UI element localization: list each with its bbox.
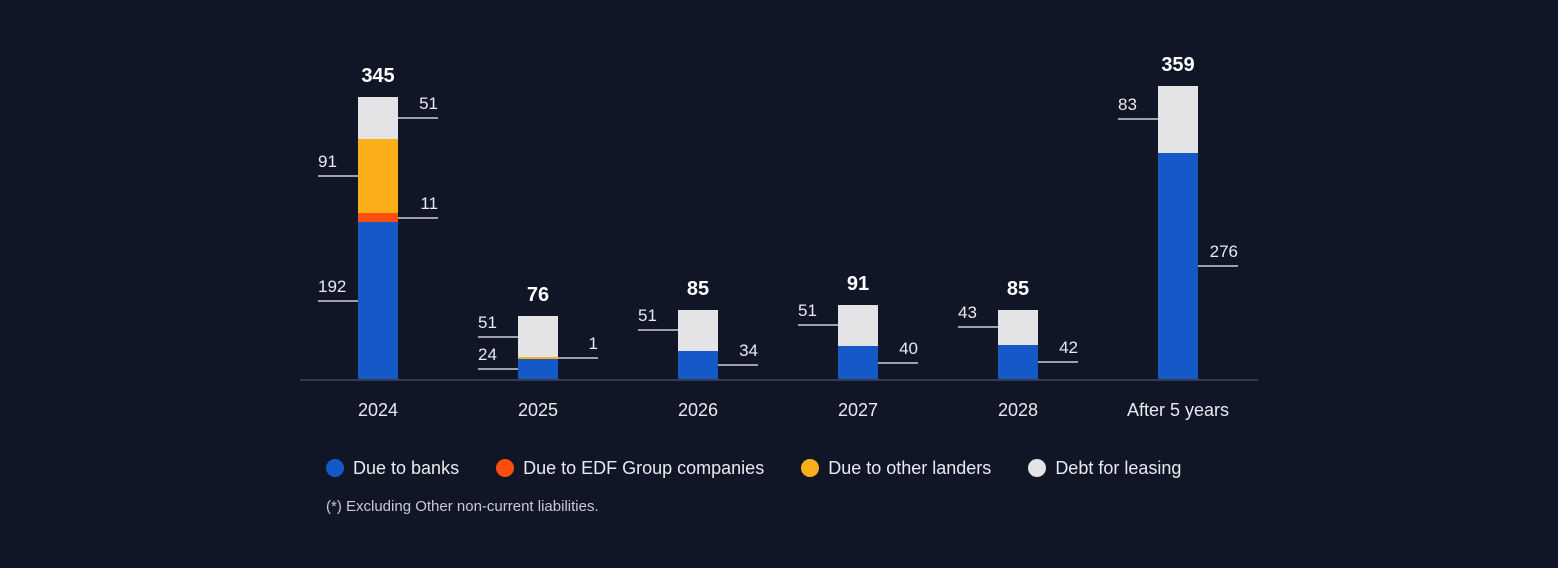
bar-segment-due-to-banks-2027 [838,346,878,379]
callout-label: 51 [798,301,817,321]
bar-segment-debt-for-leasing-2028 [998,309,1038,345]
category-label-2028: 2028 [997,400,1039,420]
callout-line [1118,118,1158,121]
total-label-2028: 85 [1006,277,1030,300]
legend-dot-due-to-other-landers-icon [801,459,820,477]
callout-line [798,324,838,327]
x-axis-line [300,379,1258,381]
legend-item-debt-for-leasing: Debt for leasing [1028,456,1181,480]
callout-line [638,329,678,332]
callout-label: 1 [588,334,598,354]
callout-label: 276 [1209,242,1238,262]
total-label-2027: 91 [846,272,870,295]
callout-label: 43 [958,303,977,323]
total-label-2025: 76 [526,283,550,306]
callout-line [478,335,518,338]
category-label-2026: 2026 [677,400,719,420]
callout-line [558,357,598,360]
legend-item-due-to-other-landers: Due to other landers [801,456,991,480]
callout-label: 51 [478,312,497,332]
callout-label: 51 [638,306,657,326]
category-label-2024: 2024 [357,400,399,420]
total-label-2024: 345 [361,65,395,87]
total-label-after-5-years: 359 [1161,53,1195,76]
bar-segment-debt-for-leasing-2024 [358,97,398,139]
bar-segment-debt-for-leasing-2026 [678,309,718,352]
callout-label: 83 [1118,95,1137,115]
total-label-2026: 85 [686,277,710,300]
bar-segment-due-to-other-landers-2024 [358,138,398,214]
callout-label: 42 [1059,337,1078,357]
category-label-2025: 2025 [517,400,559,420]
callout-line [318,299,358,302]
callout-line [1038,360,1078,363]
bar-segment-due-to-banks-2026 [678,351,718,379]
bar-segment-debt-for-leasing-2025 [518,315,558,358]
category-label-after-5-years: After 5 years [1126,400,1230,420]
callout-label: 11 [420,193,438,213]
legend-label: Due to EDF Group companies [523,458,765,478]
callout-label: 40 [899,338,918,358]
legend-dot-due-to-banks-icon [326,459,344,477]
footnote: (*) Excluding Other non-current liabilit… [326,498,599,515]
legend-label: Due to other landers [828,458,992,478]
bar-segment-due-to-edf-group-companies-2024 [358,213,398,223]
bar-segment-due-to-banks-2028 [998,344,1038,379]
callout-label: 34 [739,341,758,361]
bar-segment-due-to-banks-after-5-years [1158,153,1198,379]
callout-line [398,216,438,219]
bar-segment-due-to-banks-2024 [358,222,398,379]
callout-line [478,368,518,371]
callout-label: 51 [419,93,438,113]
callout-line [878,361,918,364]
legend-item-due-to-edf-group-companies: Due to EDF Group companies [496,456,764,480]
callout-label: 24 [478,345,497,365]
bar-segment-due-to-other-landers-2025 [518,357,558,360]
bar-segment-debt-for-leasing-2027 [838,304,878,347]
callout-line [718,364,758,367]
legend: Due to banks Due to EDF Group companies Du… [326,456,1181,480]
category-label-2027: 2027 [837,400,879,420]
callout-label: 91 [318,151,337,171]
bar-segment-debt-for-leasing-after-5-years [1158,85,1198,154]
bar-segment-due-to-banks-2025 [518,359,558,379]
legend-dot-due-to-edf-group-companies-icon [496,459,515,477]
callout-label: 192 [318,276,347,296]
callout-line [958,326,998,329]
legend-item-due-to-banks: Due to banks [326,456,459,480]
callout-line [1198,265,1238,268]
callout-line [318,174,358,177]
legend-label: Debt for leasing [1055,458,1182,478]
legend-label: Due to banks [353,458,460,478]
legend-dot-debt-for-leasing-icon [1028,459,1047,477]
callout-line [398,116,438,119]
